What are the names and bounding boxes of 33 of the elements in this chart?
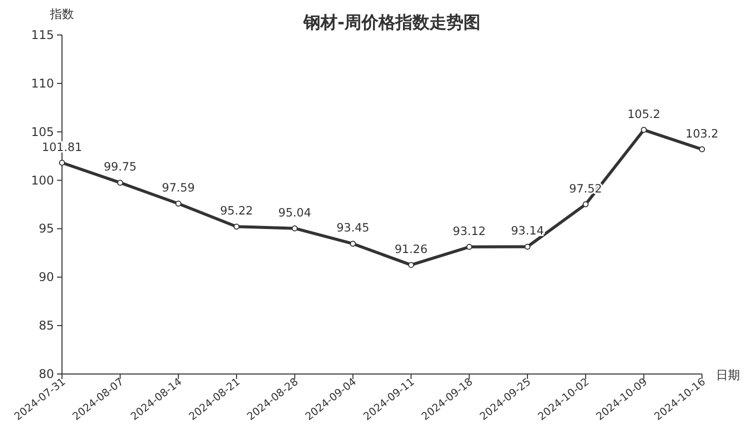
- point: [699, 146, 705, 152]
- point: [408, 262, 414, 268]
- data-label: 97.59: [162, 180, 195, 195]
- data-label: 99.75: [104, 160, 137, 174]
- y-tick-label: 95: [38, 222, 54, 236]
- y-tick-label: 85: [38, 318, 54, 333]
- y-tick-label: 110: [31, 76, 54, 90]
- data-label: 93.14: [510, 224, 544, 238]
- y-axis-title: 指数: [49, 7, 74, 21]
- point: [117, 180, 124, 186]
- x-axis-title: 日期: [716, 368, 740, 382]
- point: [524, 244, 530, 250]
- point: [175, 200, 182, 207]
- point: [640, 126, 647, 133]
- point: [59, 160, 65, 166]
- point: [466, 244, 472, 250]
- point: [292, 225, 298, 232]
- point: [350, 240, 356, 247]
- y-tick-label: 100: [31, 173, 54, 188]
- data-label: 103.2: [686, 126, 718, 140]
- data-label: 91.26: [394, 242, 428, 256]
- y-tick-label: 80: [38, 367, 54, 381]
- data-label: 93.45: [336, 220, 370, 235]
- point: [582, 201, 589, 208]
- data-label: 95.04: [278, 205, 312, 220]
- y-tick-label: 115: [31, 28, 54, 42]
- data-label: 95.22: [220, 204, 254, 218]
- point: [234, 224, 240, 230]
- chart-title: 钢材-周价格指数走势图: [302, 13, 481, 33]
- y-tick-label: 90: [38, 270, 54, 284]
- data-label: 105.2: [627, 106, 660, 121]
- data-label: 93.12: [452, 224, 486, 238]
- y-tick-label: 105: [31, 124, 54, 139]
